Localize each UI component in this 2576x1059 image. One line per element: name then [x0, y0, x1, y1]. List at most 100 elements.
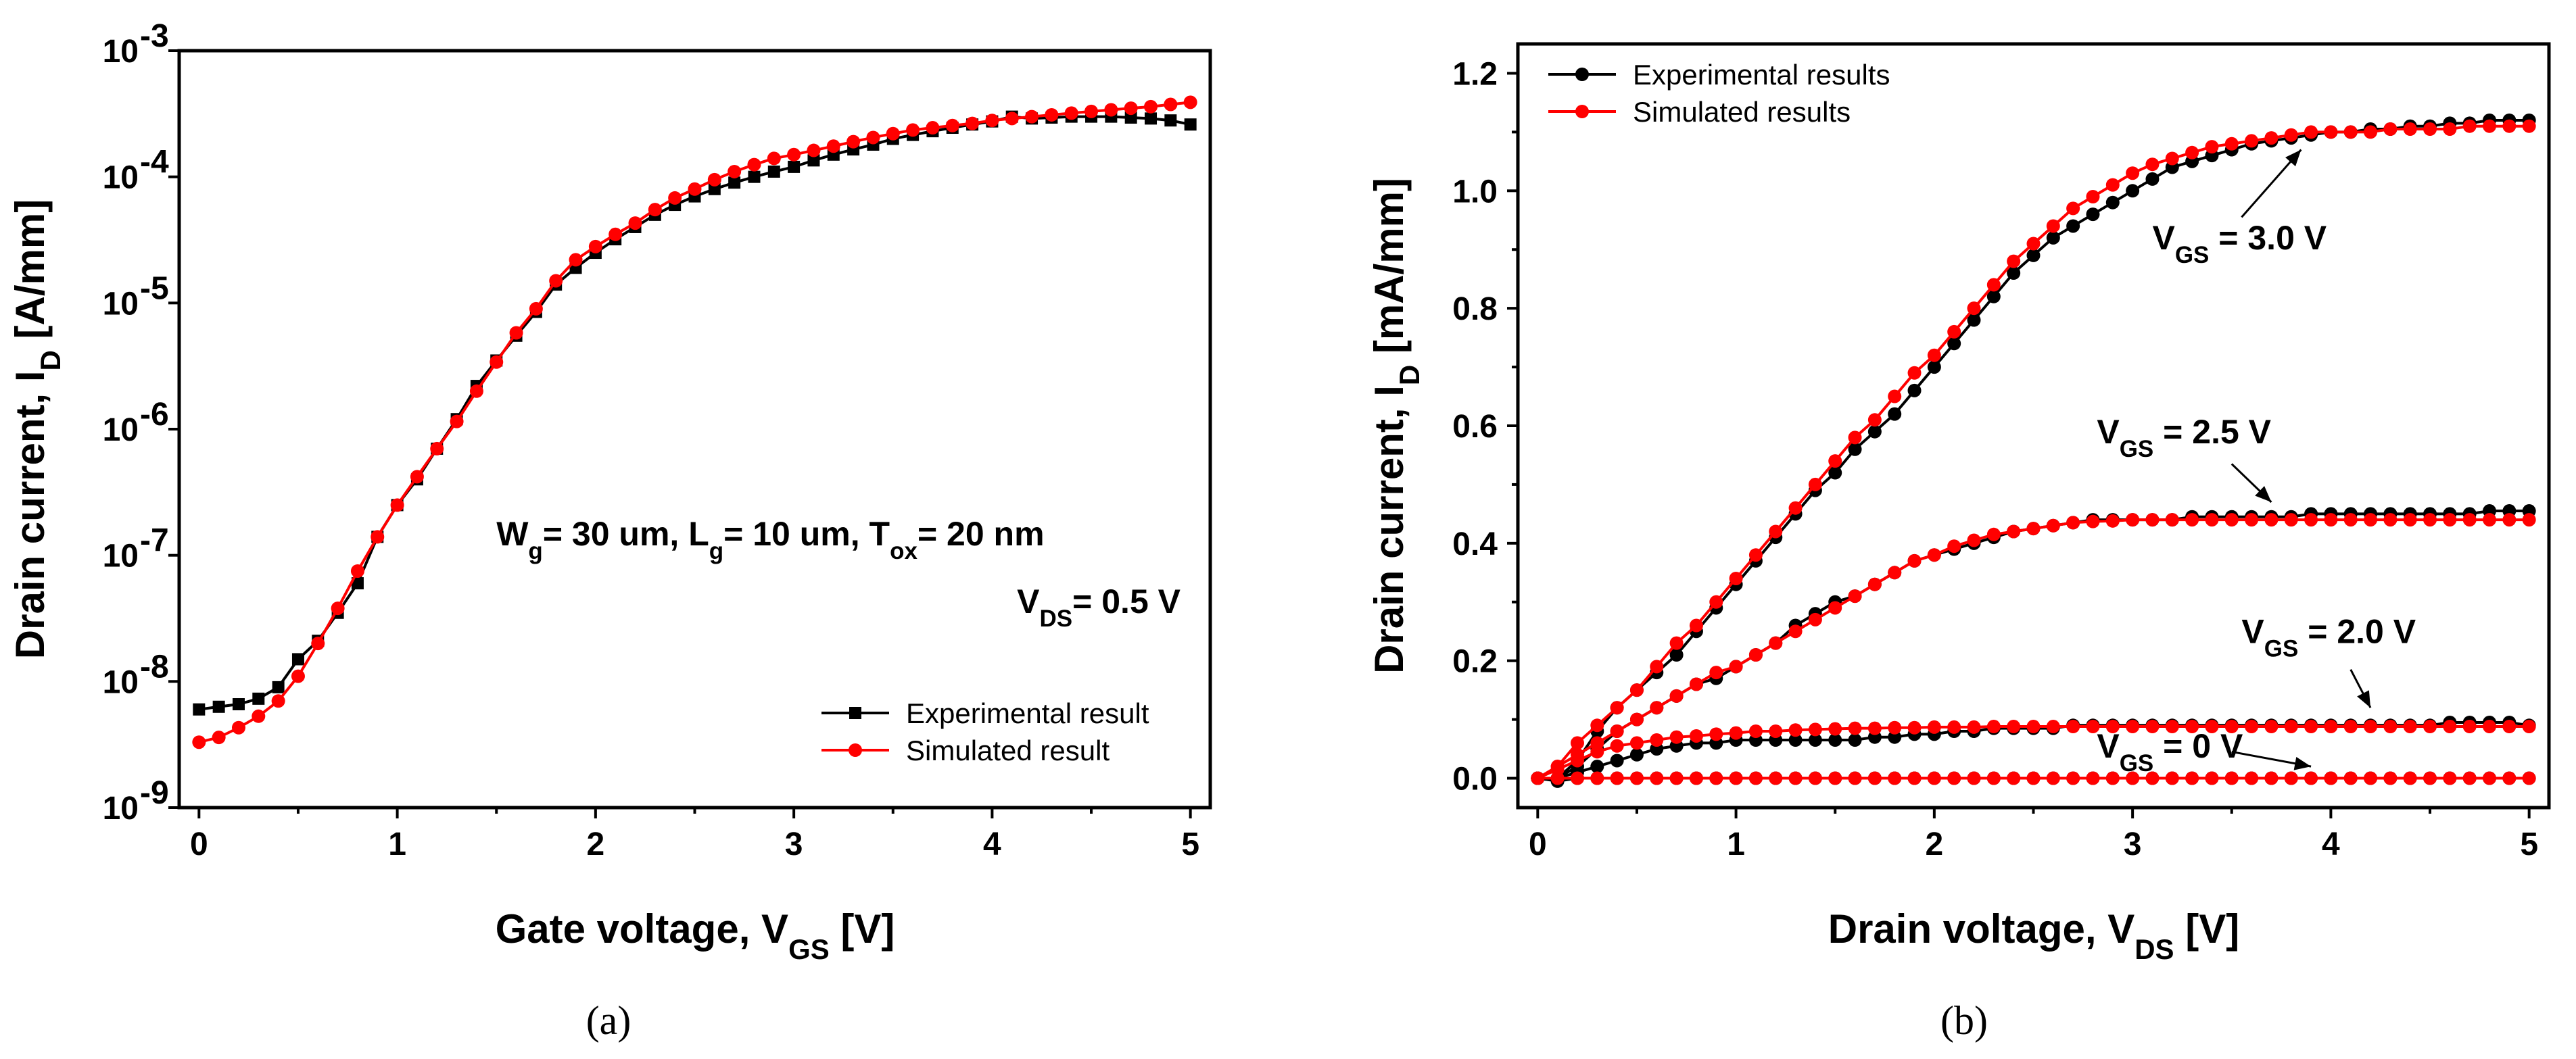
data-point — [1947, 324, 1961, 339]
data-point — [2224, 513, 2239, 527]
y-axis-title-sub: D — [1393, 365, 1425, 385]
series-simulated-results-vgs-25 — [1531, 513, 2536, 785]
x-tick-label: 2 — [1926, 827, 1944, 862]
data-point — [1986, 771, 2001, 785]
data-point — [1848, 721, 1862, 735]
annotation-part: = 20 nm — [917, 515, 1045, 553]
annotation-part: g — [709, 537, 723, 564]
data-point — [826, 139, 840, 153]
x-axis-title-main: Drain voltage, V — [1828, 906, 2134, 952]
y-tick-exponent: -7 — [140, 523, 169, 559]
data-point — [2423, 771, 2437, 785]
data-point — [787, 147, 801, 162]
data-point — [1769, 724, 1783, 738]
data-point — [2502, 119, 2517, 133]
data-point — [1947, 771, 1961, 785]
data-point — [668, 191, 682, 205]
data-point — [1590, 760, 1604, 774]
annotation-part: GS — [2120, 750, 2154, 777]
x-tick-label: 1 — [388, 827, 406, 862]
data-point — [212, 700, 225, 713]
data-point — [331, 601, 345, 616]
data-point — [1888, 389, 1902, 403]
data-point — [1550, 771, 1565, 785]
annotation-arrow-head — [2255, 486, 2272, 502]
data-point — [1064, 106, 1078, 120]
data-point — [1729, 771, 1743, 785]
data-point — [628, 216, 642, 230]
data-point — [2026, 771, 2041, 785]
data-point — [1788, 733, 1803, 747]
data-point — [1986, 720, 2001, 734]
data-point — [1828, 771, 1842, 785]
data-point — [2324, 720, 2338, 734]
data-point — [1669, 636, 1684, 650]
data-point — [708, 182, 721, 195]
data-point — [648, 203, 662, 217]
data-point — [2364, 720, 2378, 734]
data-point — [1145, 112, 1158, 125]
annotation-part: = 30 um, L — [543, 515, 709, 553]
data-point — [311, 637, 325, 651]
legend-marker — [1575, 105, 1589, 118]
legend-label: Simulated result — [906, 735, 1110, 766]
annotation-part: W — [496, 515, 529, 553]
data-point — [1867, 721, 1882, 735]
data-point — [688, 182, 702, 196]
data-point — [2224, 720, 2239, 734]
data-point — [1907, 771, 1922, 785]
annotation-arrow-head — [2285, 149, 2301, 167]
data-point — [2245, 771, 2259, 785]
x-axis-title-sub: GS — [788, 933, 830, 965]
data-point — [2066, 219, 2080, 233]
data-point — [1947, 337, 1961, 351]
data-point — [1888, 720, 1902, 735]
data-point — [2502, 720, 2517, 734]
data-point — [886, 126, 900, 141]
data-point — [2443, 513, 2457, 527]
data-point — [1888, 771, 1902, 785]
data-point — [1907, 553, 1922, 568]
data-point — [1848, 589, 1862, 604]
annotation-part: V — [2097, 727, 2120, 765]
data-point — [1729, 726, 1743, 740]
data-point — [2483, 771, 2497, 785]
y-axis-title-main: Drain current, I — [7, 370, 53, 659]
data-point — [1848, 733, 1862, 747]
data-point — [1610, 771, 1624, 785]
data-point — [1788, 501, 1803, 515]
data-point — [1967, 771, 1981, 785]
data-point — [1669, 689, 1684, 703]
data-point — [1808, 477, 1822, 491]
data-point — [1729, 660, 1743, 674]
annotation-part: DS — [1040, 605, 1073, 631]
data-point — [2205, 771, 2219, 785]
data-point — [549, 274, 563, 288]
legend-marker — [849, 743, 862, 757]
data-point — [1808, 733, 1822, 747]
data-point — [2245, 134, 2259, 148]
data-point — [1689, 771, 1703, 785]
data-point — [1590, 718, 1604, 733]
x-tick-label: 5 — [2520, 827, 2538, 862]
data-point — [1788, 771, 1803, 785]
x-tick-label: 3 — [2124, 827, 2142, 862]
data-point — [1867, 771, 1882, 785]
data-point — [1907, 366, 1922, 380]
data-point — [1164, 114, 1177, 127]
data-point — [2483, 513, 2497, 527]
data-point — [2205, 720, 2219, 734]
data-point — [2383, 122, 2398, 137]
y-axis-title: Drain current, ID [mA/mm] — [1366, 178, 1425, 674]
data-point — [2126, 513, 2140, 527]
y-tick-label: 10 — [103, 160, 139, 196]
data-point — [1183, 95, 1197, 109]
data-point — [1689, 618, 1703, 633]
data-point — [1788, 624, 1803, 639]
x-axis-title-unit: [V] — [830, 906, 895, 952]
panel-label: (b) — [1940, 998, 1988, 1043]
data-point — [767, 151, 781, 166]
data-point — [2264, 131, 2279, 145]
data-point — [2145, 157, 2160, 172]
